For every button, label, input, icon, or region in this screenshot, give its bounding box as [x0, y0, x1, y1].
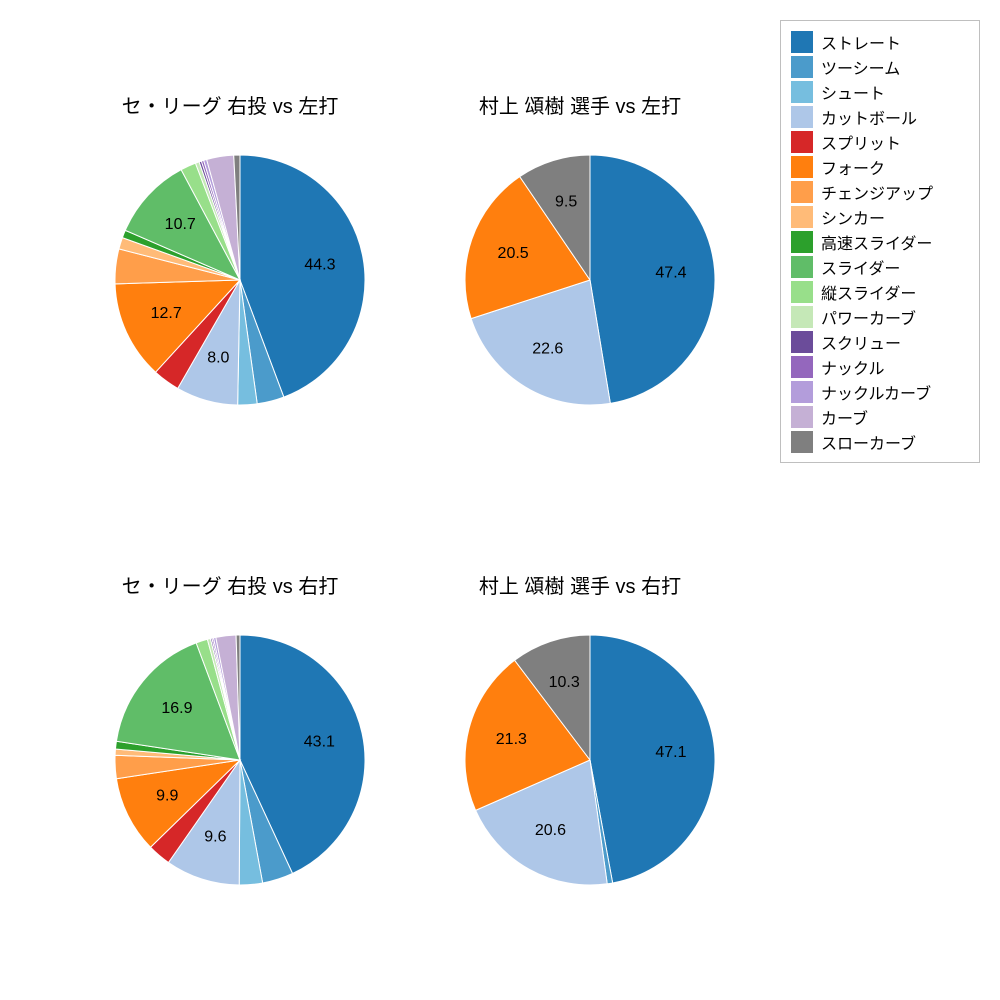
- legend-label: 縦スライダー: [821, 280, 916, 304]
- legend: ストレートツーシームシュートカットボールスプリットフォークチェンジアップシンカー…: [780, 20, 980, 463]
- pie-slice-straight: [590, 635, 715, 883]
- legend-label: カーブ: [821, 405, 868, 429]
- slice-label-slider: 10.7: [165, 216, 196, 233]
- legend-label: ツーシーム: [821, 55, 900, 79]
- legend-swatch: [791, 81, 813, 103]
- legend-label: ナックル: [821, 355, 885, 379]
- pie-chart: 47.4 22.6 20.5 9.5: [460, 150, 720, 410]
- slice-label-cutball: 8.0: [207, 350, 229, 367]
- legend-item-changeup: チェンジアップ: [791, 179, 969, 204]
- legend-label: スライダー: [821, 255, 900, 279]
- legend-swatch: [791, 131, 813, 153]
- legend-swatch: [791, 106, 813, 128]
- pie-title: セ・リーグ 右投 vs 右打: [70, 570, 390, 599]
- legend-label: フォーク: [821, 155, 885, 179]
- legend-label: ナックルカーブ: [821, 380, 931, 404]
- pie-title: セ・リーグ 右投 vs 左打: [70, 90, 390, 119]
- legend-swatch: [791, 256, 813, 278]
- legend-item-slowcurve: スローカーブ: [791, 429, 969, 454]
- legend-swatch: [791, 181, 813, 203]
- legend-swatch: [791, 431, 813, 453]
- legend-item-screw: スクリュー: [791, 329, 969, 354]
- legend-item-straight: ストレート: [791, 29, 969, 54]
- pie-panel-murakami-vs-rhb: 村上 頌樹 選手 vs 右打 47.1 20.6 21.3 10.3: [420, 500, 740, 920]
- slice-label-slowcurve: 10.3: [549, 674, 580, 691]
- slice-label-cutball: 9.6: [204, 829, 226, 846]
- pie-panel-murakami-vs-lhb: 村上 頌樹 選手 vs 左打 47.4 22.6 20.5 9.5: [420, 20, 740, 440]
- legend-swatch: [791, 156, 813, 178]
- pie-panel-league-rhp-vs-lhb: セ・リーグ 右投 vs 左打 44.3 8.0 12.7 10.7: [70, 20, 390, 440]
- legend-label: 高速スライダー: [821, 230, 932, 254]
- chart-grid: セ・リーグ 右投 vs 左打 44.3 8.0 12.7 10.7 村上 頌樹 選手 vs…: [20, 20, 760, 980]
- legend-item-slider: スライダー: [791, 254, 969, 279]
- slice-label-straight: 43.1: [304, 734, 335, 751]
- pie-chart: 43.1 9.6 9.9 16.9: [110, 630, 370, 890]
- legend-label: パワーカーブ: [821, 305, 916, 329]
- slice-label-fork: 9.9: [156, 787, 178, 804]
- slice-label-cutball: 20.6: [535, 822, 566, 839]
- legend-label: カットボール: [821, 105, 917, 129]
- legend-swatch: [791, 231, 813, 253]
- pie-panel-league-rhp-vs-rhb: セ・リーグ 右投 vs 右打 43.1 9.6 9.9 16.9: [70, 500, 390, 920]
- legend-item-knuckle: ナックル: [791, 354, 969, 379]
- legend-label: チェンジアップ: [821, 180, 933, 204]
- slice-label-slider: 16.9: [161, 700, 192, 717]
- legend-item-knucklecurve: ナックルカーブ: [791, 379, 969, 404]
- pie-chart: 44.3 8.0 12.7 10.7: [110, 150, 370, 410]
- pie-title: 村上 頌樹 選手 vs 左打: [420, 90, 740, 119]
- slice-label-slowcurve: 9.5: [555, 194, 577, 211]
- legend-label: シュート: [821, 80, 885, 104]
- legend-item-cutball: カットボール: [791, 104, 969, 129]
- pie-title: 村上 頌樹 選手 vs 右打: [420, 570, 740, 599]
- pie-chart: 47.1 20.6 21.3 10.3: [460, 630, 720, 890]
- slice-label-cutball: 22.6: [532, 341, 563, 358]
- pie-slice-straight: [590, 155, 715, 403]
- legend-label: スクリュー: [821, 330, 901, 354]
- legend-item-sinker: シンカー: [791, 204, 969, 229]
- slice-label-straight: 47.4: [655, 265, 686, 282]
- legend-item-shoot: シュート: [791, 79, 969, 104]
- legend-swatch: [791, 31, 813, 53]
- slice-label-fork: 21.3: [496, 731, 527, 748]
- legend-swatch: [791, 281, 813, 303]
- legend-swatch: [791, 206, 813, 228]
- legend-swatch: [791, 356, 813, 378]
- legend-label: ストレート: [821, 30, 901, 54]
- legend-item-split: スプリット: [791, 129, 969, 154]
- slice-label-straight: 47.1: [655, 744, 686, 761]
- legend-label: シンカー: [821, 205, 885, 229]
- slice-label-fork: 20.5: [498, 245, 529, 262]
- legend-item-fastslider: 高速スライダー: [791, 229, 969, 254]
- legend-swatch: [791, 381, 813, 403]
- slice-label-straight: 44.3: [304, 257, 335, 274]
- legend-swatch: [791, 56, 813, 78]
- legend-swatch: [791, 406, 813, 428]
- legend-item-twoseam: ツーシーム: [791, 54, 969, 79]
- legend-item-vslider: 縦スライダー: [791, 279, 969, 304]
- legend-swatch: [791, 331, 813, 353]
- legend-swatch: [791, 306, 813, 328]
- slice-label-fork: 12.7: [151, 305, 182, 322]
- legend-label: スプリット: [821, 130, 901, 154]
- legend-label: スローカーブ: [821, 430, 916, 454]
- legend-item-fork: フォーク: [791, 154, 969, 179]
- legend-item-curve: カーブ: [791, 404, 969, 429]
- legend-item-powercurve: パワーカーブ: [791, 304, 969, 329]
